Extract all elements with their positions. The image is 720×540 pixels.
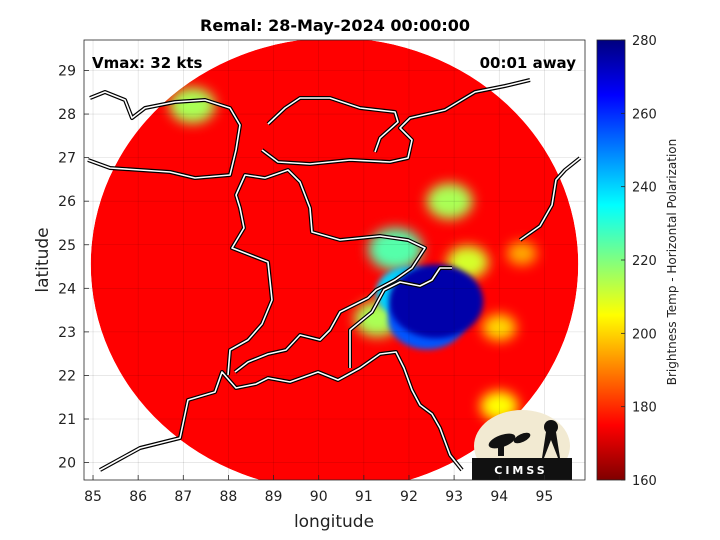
colorbar-tick-label: 220 bbox=[632, 254, 657, 269]
y-tick-label: 25 bbox=[58, 238, 76, 254]
y-tick-label: 21 bbox=[58, 412, 76, 428]
x-tick-label: 86 bbox=[129, 489, 147, 505]
y-tick-label: 23 bbox=[58, 325, 76, 341]
plot-frame bbox=[83, 39, 586, 481]
logo-banner bbox=[472, 458, 572, 480]
y-tick-label: 24 bbox=[58, 281, 76, 297]
x-tick-label: 95 bbox=[535, 489, 553, 505]
x-tick-label: 93 bbox=[445, 489, 463, 505]
y-tick-label: 26 bbox=[58, 194, 76, 210]
colorbar-tick-label: 200 bbox=[632, 327, 657, 342]
x-tick-label: 90 bbox=[310, 489, 328, 505]
logo-tower-icon bbox=[542, 420, 560, 458]
colorbar-tick-label: 260 bbox=[632, 107, 657, 122]
logo-text: CIMSS bbox=[494, 464, 547, 477]
colorbar-tick-label: 180 bbox=[632, 401, 657, 416]
cold-cloud-feature bbox=[169, 87, 216, 124]
colorbar-tick-label: 160 bbox=[632, 474, 657, 489]
cimss-logo: CIMSS bbox=[472, 410, 572, 480]
colorbar: 280 260 240 220 200 180 160 Brightness Temp - … bbox=[596, 34, 679, 489]
colorbar-label: Brightness Temp - Horizontal Polarizatio… bbox=[665, 139, 679, 386]
x-tick-label: 88 bbox=[220, 489, 238, 505]
x-tick-label: 91 bbox=[355, 489, 373, 505]
logo-dish-icon bbox=[488, 432, 531, 456]
x-tick-label: 89 bbox=[265, 489, 283, 505]
x-tick-label: 94 bbox=[490, 489, 508, 505]
y-axis-ticks: 20 21 22 23 24 25 26 27 28 29 bbox=[58, 63, 89, 472]
coastlines bbox=[87, 78, 582, 472]
cold-cloud-feature bbox=[506, 241, 537, 266]
y-tick-label: 27 bbox=[58, 151, 76, 167]
plot-area: CIMSS Vmax: 32 kts 00:01 away bbox=[83, 39, 586, 481]
cold-cloud-feature bbox=[426, 183, 473, 220]
colorbar-ticks: 280 260 240 220 200 180 160 bbox=[621, 34, 657, 489]
time-away-annotation: 00:01 away bbox=[480, 54, 577, 72]
y-tick-label: 28 bbox=[58, 107, 76, 123]
x-tick-label: 87 bbox=[174, 489, 192, 505]
colorbar-tick-label: 280 bbox=[632, 34, 657, 49]
colorbar-tick-label: 240 bbox=[632, 181, 657, 196]
cold-cloud-feature bbox=[482, 314, 517, 341]
y-tick-label: 29 bbox=[58, 63, 76, 79]
swath-background bbox=[90, 40, 579, 480]
x-tick-label: 85 bbox=[84, 489, 102, 505]
x-tick-label: 92 bbox=[400, 489, 418, 505]
y-tick-label: 22 bbox=[58, 368, 76, 384]
colorbar-gradient bbox=[596, 39, 626, 481]
x-axis-ticks: 85 86 87 88 89 90 91 92 93 94 95 bbox=[84, 475, 553, 505]
chart-title: Remal: 28-May-2024 00:00:00 bbox=[200, 16, 470, 35]
y-axis-label: latitude bbox=[33, 227, 53, 292]
x-axis-label: longitude bbox=[294, 512, 374, 532]
y-tick-label: 20 bbox=[58, 456, 76, 472]
grid-lines bbox=[84, 40, 585, 480]
vmax-annotation: Vmax: 32 kts bbox=[92, 54, 202, 72]
